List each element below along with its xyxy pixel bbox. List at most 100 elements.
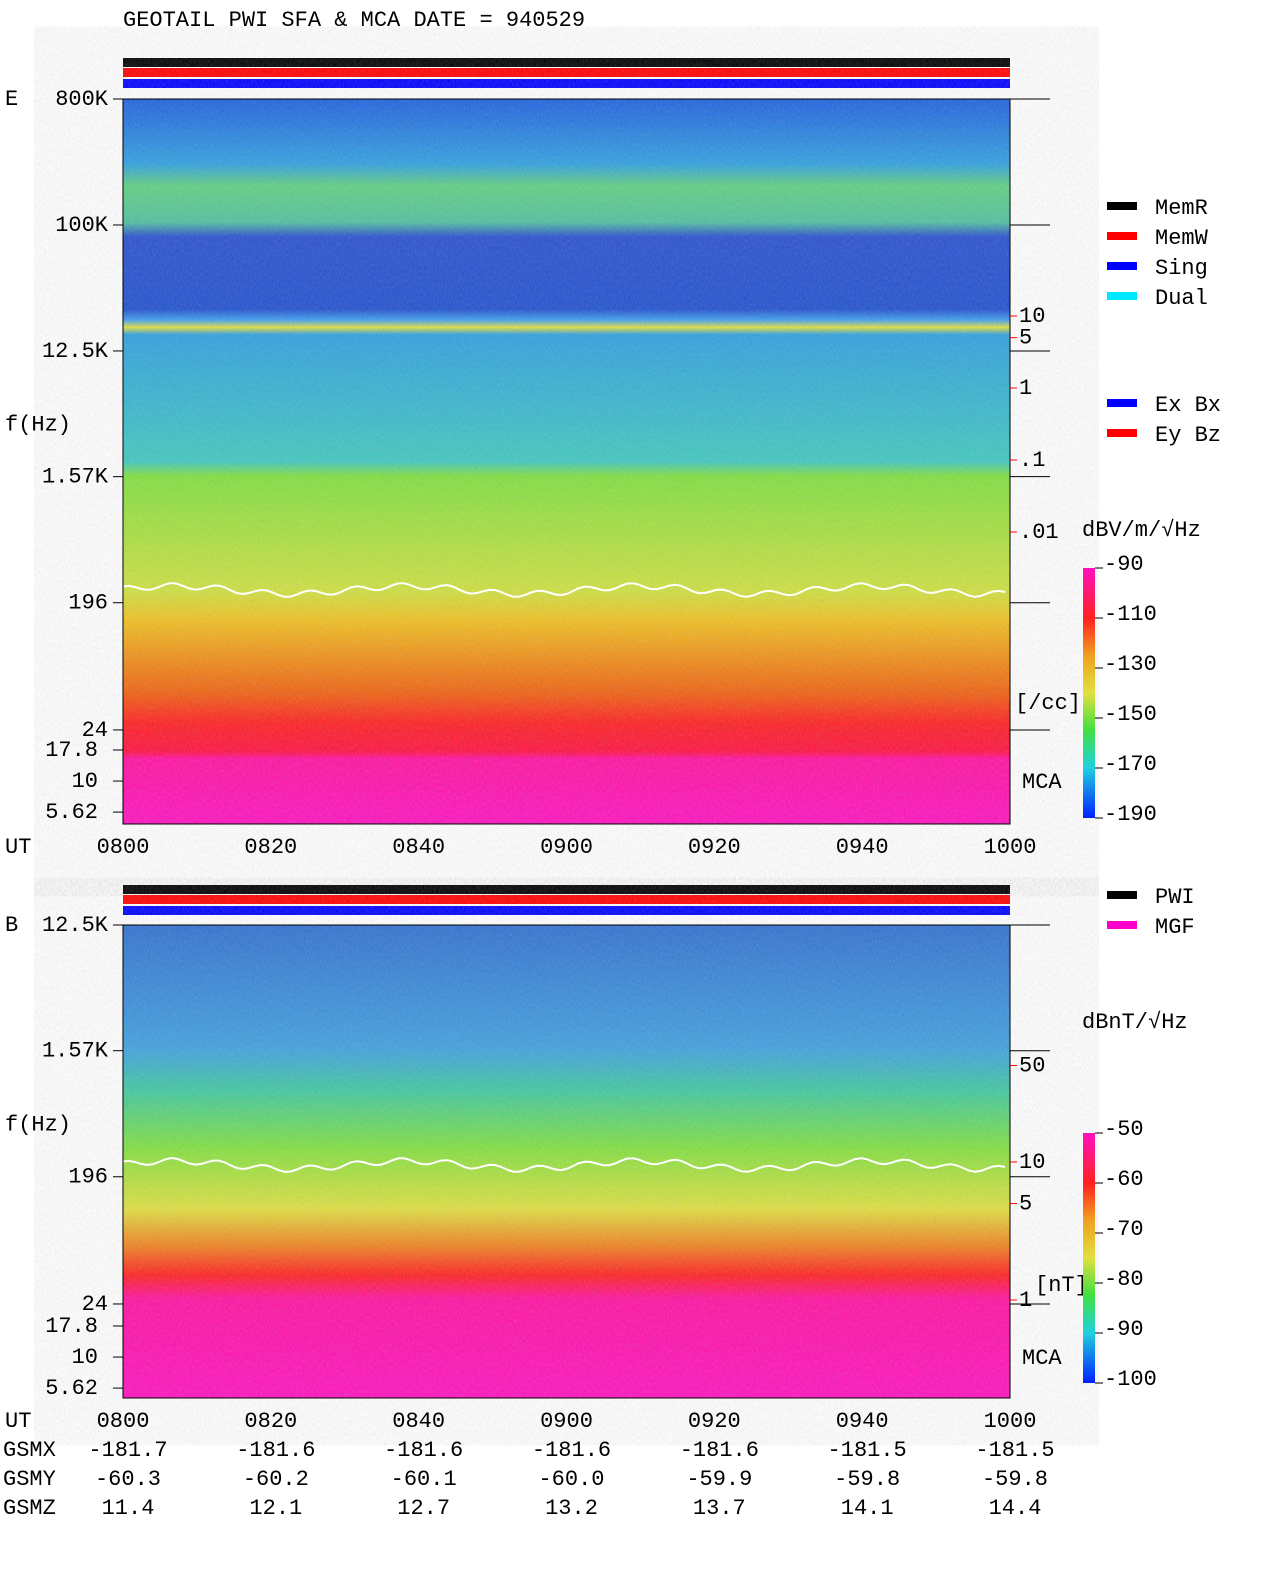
legend-label: Dual (1155, 286, 1208, 311)
status-bar (123, 68, 1010, 77)
colorbar-tick-label: -50 (1104, 1117, 1144, 1142)
mca-tick-label: 10 (72, 769, 98, 794)
colorbar-tick-label: -90 (1104, 552, 1144, 577)
density-tick-label: 5 (1019, 1191, 1032, 1216)
density-tick-label: .1 (1019, 448, 1045, 473)
legend-swatch (1107, 921, 1137, 929)
legend-label: Ex Bx (1155, 393, 1221, 418)
colorbar-tick-label: -110 (1104, 602, 1157, 627)
ephemeris-value: -181.5 (975, 1438, 1054, 1463)
mca-tick-label: 17.8 (45, 1314, 98, 1339)
ephemeris-value: -181.6 (680, 1438, 759, 1463)
ephemeris-value: -60.1 (391, 1467, 457, 1492)
x-tick-label: 0840 (392, 1409, 445, 1434)
panel-label: B (5, 913, 18, 938)
legend-swatch (1107, 399, 1137, 407)
x-axis-label: UT (5, 835, 31, 860)
ephemeris-value: 14.4 (989, 1496, 1042, 1521)
x-tick-label: 0920 (688, 835, 741, 860)
y-tick-label: 1.57K (42, 464, 109, 489)
ephemeris-value: 12.7 (397, 1496, 450, 1521)
density-tick-label: 5 (1019, 325, 1032, 350)
ephemeris-value: 13.7 (693, 1496, 746, 1521)
ephemeris-value: -60.2 (243, 1467, 309, 1492)
ephemeris-value: -181.6 (532, 1438, 611, 1463)
status-bar (123, 906, 1010, 915)
plasma-frequency-trace (122, 1156, 1006, 1173)
x-tick-label: 1000 (984, 835, 1037, 860)
ephemeris-value: 11.4 (102, 1496, 155, 1521)
ephemeris-name: GSMY (3, 1467, 56, 1492)
y-tick-label: 24 (82, 718, 108, 743)
density-tick-label: .01 (1019, 520, 1059, 545)
mca-tick-label: 5.62 (45, 800, 98, 825)
ephemeris-value: -59.9 (686, 1467, 752, 1492)
panel-label: E (5, 87, 18, 112)
density-tick-label: 10 (1019, 1150, 1045, 1175)
colorbar (1083, 1133, 1095, 1383)
ephemeris-name: GSMZ (3, 1496, 56, 1521)
x-tick-label: 0940 (836, 1409, 889, 1434)
density-axis-label: [/cc] (1015, 691, 1081, 716)
status-bar (123, 79, 1010, 88)
colorbar-tick-label: -150 (1104, 702, 1157, 727)
mca-tick-label: 5.62 (45, 1376, 98, 1401)
x-tick-label: 0840 (392, 835, 445, 860)
spectrogram-texture (123, 925, 1010, 1398)
ephemeris-value: -60.3 (95, 1467, 161, 1492)
density-tick-label: 50 (1019, 1053, 1045, 1078)
density-tick-label: 1 (1019, 1288, 1032, 1313)
x-tick-label: 0940 (836, 835, 889, 860)
colorbar-tick-label: -90 (1104, 1317, 1144, 1342)
density-tick-label: 1 (1019, 376, 1032, 401)
colorbar-label: dBV/m/√Hz (1082, 518, 1201, 543)
y-tick-label: 196 (68, 591, 108, 616)
y-axis-label: f(Hz) (5, 1112, 71, 1137)
plasma-frequency-trace (122, 581, 1006, 598)
legend-swatch (1107, 262, 1137, 270)
x-tick-label: 1000 (984, 1409, 1037, 1434)
x-tick-label: 0900 (540, 1409, 593, 1434)
y-tick-label: 1.57K (42, 1039, 109, 1064)
mca-label: MCA (1022, 1346, 1062, 1371)
ephemeris-value: -181.5 (828, 1438, 907, 1463)
ephemeris-value: -60.0 (538, 1467, 604, 1492)
ephemeris-value: 12.1 (249, 1496, 302, 1521)
legend-label: MemR (1155, 196, 1208, 221)
x-tick-label: 0920 (688, 1409, 741, 1434)
density-axis-label: [nT] (1035, 1273, 1088, 1298)
y-tick-label: 24 (82, 1292, 108, 1317)
x-axis-label: UT (5, 1409, 31, 1434)
y-tick-label: 12.5K (42, 339, 109, 364)
status-bar (123, 895, 1010, 904)
ephemeris-value: 13.2 (545, 1496, 598, 1521)
legend-label: MGF (1155, 915, 1195, 940)
legend-label: Ey Bz (1155, 423, 1221, 448)
colorbar-tick-label: -60 (1104, 1167, 1144, 1192)
x-tick-label: 0800 (97, 835, 150, 860)
colorbar-tick-label: -100 (1104, 1367, 1157, 1392)
ephemeris-value: -59.8 (834, 1467, 900, 1492)
chart-title: GEOTAIL PWI SFA & MCA DATE = 940529 (123, 8, 585, 33)
y-tick-label: 12.5K (42, 913, 109, 938)
legend-label: PWI (1155, 885, 1195, 910)
x-tick-label: 0820 (244, 835, 297, 860)
colorbar-label: dBnT/√Hz (1082, 1010, 1188, 1035)
ephemeris-value: -181.6 (236, 1438, 315, 1463)
ephemeris-name: GSMX (3, 1438, 56, 1463)
legend-swatch (1107, 232, 1137, 240)
y-tick-label: 100K (55, 213, 109, 238)
colorbar (1083, 568, 1095, 818)
x-tick-label: 0820 (244, 1409, 297, 1434)
colorbar-tick-label: -130 (1104, 652, 1157, 677)
plot-frame (122, 98, 1011, 825)
ephemeris-value: -181.7 (88, 1438, 167, 1463)
spectrogram-texture (123, 99, 1010, 824)
x-tick-label: 0800 (97, 1409, 150, 1434)
status-bar (123, 885, 1010, 894)
ephemeris-value: -181.6 (384, 1438, 463, 1463)
y-axis-label: f(Hz) (5, 412, 71, 437)
legend-label: MemW (1155, 226, 1209, 251)
